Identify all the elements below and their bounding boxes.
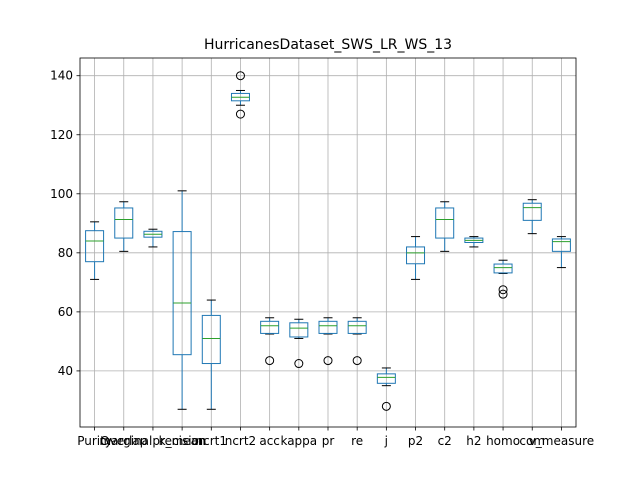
box-iqr bbox=[522, 202, 542, 221]
outlier-point bbox=[294, 359, 304, 369]
box-kappa bbox=[289, 318, 309, 369]
x-tick-label: h2 bbox=[466, 434, 481, 448]
box-iqr bbox=[201, 314, 221, 365]
y-tick-label: 60 bbox=[58, 305, 73, 319]
box-series bbox=[85, 71, 571, 411]
y-tick-label: 40 bbox=[58, 364, 73, 378]
box-Purity bbox=[85, 221, 105, 280]
box-ncrt2 bbox=[230, 71, 250, 119]
box-re bbox=[347, 317, 367, 366]
box-iqr bbox=[114, 207, 134, 239]
x-tick-label: marginalprecision bbox=[99, 434, 206, 448]
box-iqr bbox=[318, 320, 338, 334]
outlier-point bbox=[323, 356, 333, 366]
box-v_measure bbox=[551, 236, 571, 269]
box-c2 bbox=[435, 201, 455, 252]
y-tick-label: 140 bbox=[50, 69, 73, 83]
x-tick-label: kappa bbox=[280, 434, 317, 448]
box-iqr bbox=[85, 230, 105, 263]
box-iqr bbox=[551, 238, 571, 252]
outlier-point bbox=[235, 71, 245, 81]
x-tick-label: ncrt1 bbox=[196, 434, 227, 448]
box-k_mean bbox=[172, 190, 192, 410]
box-iqr bbox=[260, 320, 280, 334]
box-iqr bbox=[347, 320, 367, 334]
outlier-point bbox=[352, 356, 362, 366]
box-iqr bbox=[289, 322, 309, 338]
x-tick-label: homo bbox=[486, 434, 520, 448]
x-axis: PurityOverlapmarginalprecisionk_meanncrt… bbox=[77, 427, 594, 448]
y-axis: 40 60 80 100 120 140 bbox=[50, 69, 80, 378]
y-tick-label: 80 bbox=[58, 246, 73, 260]
box-iqr bbox=[376, 373, 396, 384]
box-iqr bbox=[172, 231, 192, 356]
outlier-point bbox=[265, 356, 275, 366]
outlier-point bbox=[498, 285, 508, 295]
y-tick-label: 120 bbox=[50, 128, 73, 142]
box-iqr bbox=[493, 263, 513, 274]
outlier-point bbox=[498, 289, 508, 299]
x-tick-label: re bbox=[351, 434, 363, 448]
box-Overlap bbox=[114, 201, 134, 252]
box-p2 bbox=[406, 236, 426, 280]
x-tick-label: c2 bbox=[438, 434, 452, 448]
x-tick-label: k_mean bbox=[159, 434, 206, 448]
grid-lines bbox=[80, 58, 576, 427]
x-tick-label: Overlap bbox=[100, 434, 147, 448]
outlier-point bbox=[381, 401, 391, 411]
x-tick-label: j bbox=[384, 434, 388, 448]
x-tick-label: pr bbox=[322, 434, 335, 448]
box-pr bbox=[318, 317, 338, 366]
box-acc bbox=[260, 317, 280, 366]
x-tick-label: p2 bbox=[408, 434, 423, 448]
x-tick-label: com bbox=[519, 434, 545, 448]
x-tick-label: v_measure bbox=[529, 434, 594, 448]
chart-title: HurricanesDataset_SWS_LR_WS_13 bbox=[204, 37, 452, 53]
box-homo bbox=[493, 259, 513, 299]
box-marginalprecision bbox=[143, 228, 163, 248]
outlier-point bbox=[235, 109, 245, 119]
x-tick-label: Purity bbox=[77, 434, 112, 448]
x-tick-label: acc bbox=[259, 434, 280, 448]
box-h2 bbox=[464, 236, 484, 248]
box-com bbox=[522, 199, 542, 235]
box-iqr bbox=[435, 207, 455, 239]
box-ncrt1 bbox=[201, 299, 221, 410]
x-tick-label: ncrt2 bbox=[225, 434, 256, 448]
box-iqr bbox=[406, 246, 426, 265]
box-j bbox=[376, 367, 396, 411]
y-tick-label: 100 bbox=[50, 187, 73, 201]
